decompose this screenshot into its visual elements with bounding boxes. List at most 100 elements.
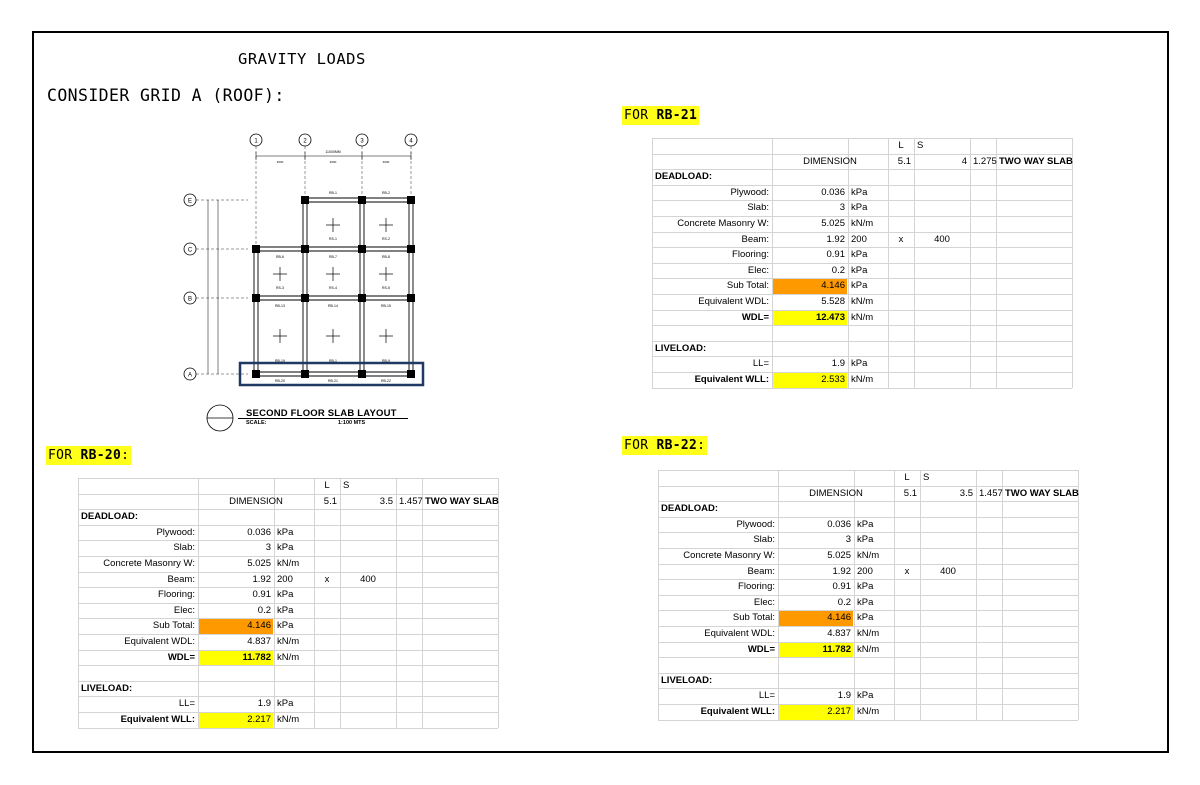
bay-dim-3: 3000 bbox=[383, 160, 390, 164]
sheet-gridline bbox=[78, 634, 498, 635]
deadload-item-unit: kPa bbox=[851, 186, 868, 198]
deadload-item-unit: kPa bbox=[277, 526, 294, 538]
beam-label: RB-9 bbox=[382, 359, 390, 363]
deadload-item-unit: kPa bbox=[857, 612, 874, 624]
wll-unit: kN/m bbox=[277, 714, 300, 725]
sheet-gridline bbox=[652, 138, 1072, 139]
slab-type: TWO WAY SLAB bbox=[999, 155, 1073, 167]
deadload-item-value: 0.036 bbox=[827, 518, 851, 530]
ll-label: LL= bbox=[178, 698, 195, 710]
deadload-item-unit: kN/m bbox=[851, 296, 874, 307]
sheet-gridline bbox=[78, 649, 498, 651]
wll-value: 2.217 bbox=[199, 713, 273, 728]
slab-layout-drawing: 1 2 3 4 E C B A 11000MM 3000 3000 3000 R… bbox=[183, 133, 425, 432]
beam-label: RB-6 bbox=[276, 255, 284, 259]
ll-label: LL= bbox=[758, 690, 775, 702]
deadload-item-value: 11.782 bbox=[779, 642, 853, 658]
sheet-gridline bbox=[652, 231, 1072, 233]
deadload-item-label: Plywood: bbox=[156, 526, 195, 538]
deadload-item-label: WDL= bbox=[167, 651, 195, 663]
beam-label: RB-14 bbox=[328, 304, 338, 308]
deadload-item-label: Sub Total: bbox=[726, 280, 769, 292]
length-value: 5.1 bbox=[323, 495, 337, 507]
ll-unit: kPa bbox=[851, 358, 868, 370]
sheet-gridline bbox=[652, 325, 1072, 327]
sheet-gridline bbox=[78, 556, 498, 557]
grid-row-C: C bbox=[188, 248, 193, 254]
dimension-label: DIMENSION bbox=[803, 155, 857, 167]
sheet-gridline bbox=[658, 579, 1078, 581]
beam-label: RB-2 bbox=[382, 191, 390, 195]
deadload-item-unit: 200 bbox=[857, 565, 873, 577]
sheet-gridline bbox=[78, 712, 498, 713]
sheet-gridline bbox=[658, 532, 1078, 534]
header-S: S bbox=[923, 472, 930, 483]
wll-label: Equivalent WLL: bbox=[700, 706, 775, 717]
deadload-item-unit: kN/m bbox=[277, 636, 300, 647]
slab-label: RS-2 bbox=[382, 237, 390, 241]
deadload-item-value: 3 bbox=[839, 202, 845, 214]
deadload-item-unit: kN/m bbox=[857, 628, 880, 639]
header-L: L bbox=[898, 140, 904, 151]
deadload-item-value: 4.146 bbox=[773, 279, 847, 294]
ll-value: 1.9 bbox=[837, 690, 851, 702]
sheet-gridline bbox=[658, 548, 1078, 549]
deadload-item-label: WDL= bbox=[741, 311, 769, 323]
deadload-item-value: 0.91 bbox=[832, 581, 852, 593]
beam-dim-x: x bbox=[904, 565, 910, 577]
deadload-item-value: 4.146 bbox=[199, 619, 273, 634]
ll-label: LL= bbox=[752, 358, 769, 370]
sheet-gridline bbox=[78, 524, 498, 526]
deadload-item-value: 0.91 bbox=[252, 589, 272, 601]
beam-label: RB-13 bbox=[275, 304, 285, 308]
beam-label-rb20: RB-20 bbox=[275, 379, 285, 383]
sheet-gridline bbox=[652, 387, 1072, 389]
sheet-gridline bbox=[78, 696, 498, 698]
deadload-item-label: Concrete Masonry W: bbox=[103, 558, 195, 569]
sheet-gridline bbox=[78, 509, 498, 511]
sheet-gridline bbox=[652, 309, 1072, 311]
sheet-gridline bbox=[652, 247, 1072, 249]
bay-dim-2: 3000 bbox=[330, 160, 337, 164]
sheet-gridline bbox=[658, 594, 1078, 596]
header-L: L bbox=[324, 480, 330, 491]
grid-a-selection-box bbox=[238, 361, 425, 387]
beam-label: RB-1 bbox=[329, 359, 337, 363]
sheet-gridline bbox=[658, 626, 1078, 627]
sheet-gridline bbox=[1072, 138, 1073, 388]
wll-unit: kN/m bbox=[851, 374, 874, 385]
beam-dim-x: x bbox=[898, 233, 904, 245]
sheet-gridline bbox=[78, 727, 498, 729]
deadload-item-unit: kPa bbox=[277, 620, 294, 632]
deadload-item-unit: kN/m bbox=[851, 311, 874, 323]
sheet-gridline bbox=[78, 571, 498, 573]
plan-caption-scale-label: SCALE: bbox=[246, 420, 267, 426]
deadload-item-label: Slab: bbox=[173, 542, 195, 554]
wll-label: Equivalent WLL: bbox=[694, 374, 769, 385]
deadload-item-unit: 200 bbox=[851, 233, 867, 245]
deadload-item-value: 3 bbox=[265, 542, 271, 554]
sheet-gridline bbox=[658, 719, 1078, 721]
header-S: S bbox=[917, 140, 924, 151]
sheet-gridline bbox=[658, 672, 1078, 674]
liveload-label: LIVELOAD: bbox=[655, 342, 707, 354]
short-span-value: 4 bbox=[961, 155, 967, 167]
sheet-gridline bbox=[652, 169, 1072, 171]
wll-value: 2.533 bbox=[773, 373, 847, 388]
deadload-item-value: 0.2 bbox=[831, 264, 845, 276]
deadload-item-label: Plywood: bbox=[736, 518, 775, 530]
deadload-item-unit: kN/m bbox=[857, 643, 880, 655]
deadload-item-unit: kPa bbox=[277, 542, 294, 554]
deadload-label: DEADLOAD: bbox=[81, 511, 138, 523]
beam-label: RB-19 bbox=[275, 359, 285, 363]
deadload-item-unit: kPa bbox=[857, 534, 874, 546]
sheet-gridline bbox=[652, 216, 1072, 217]
deadload-item-unit: kPa bbox=[857, 581, 874, 593]
beam-dim-depth: 400 bbox=[934, 233, 950, 245]
sheet-gridline bbox=[652, 200, 1072, 202]
deadload-item-label: Beam: bbox=[741, 233, 769, 245]
header-L: L bbox=[904, 472, 910, 483]
deadload-label: DEADLOAD: bbox=[661, 503, 718, 515]
deadload-item-label: Flooring: bbox=[738, 581, 775, 593]
ll-unit: kPa bbox=[277, 698, 294, 710]
